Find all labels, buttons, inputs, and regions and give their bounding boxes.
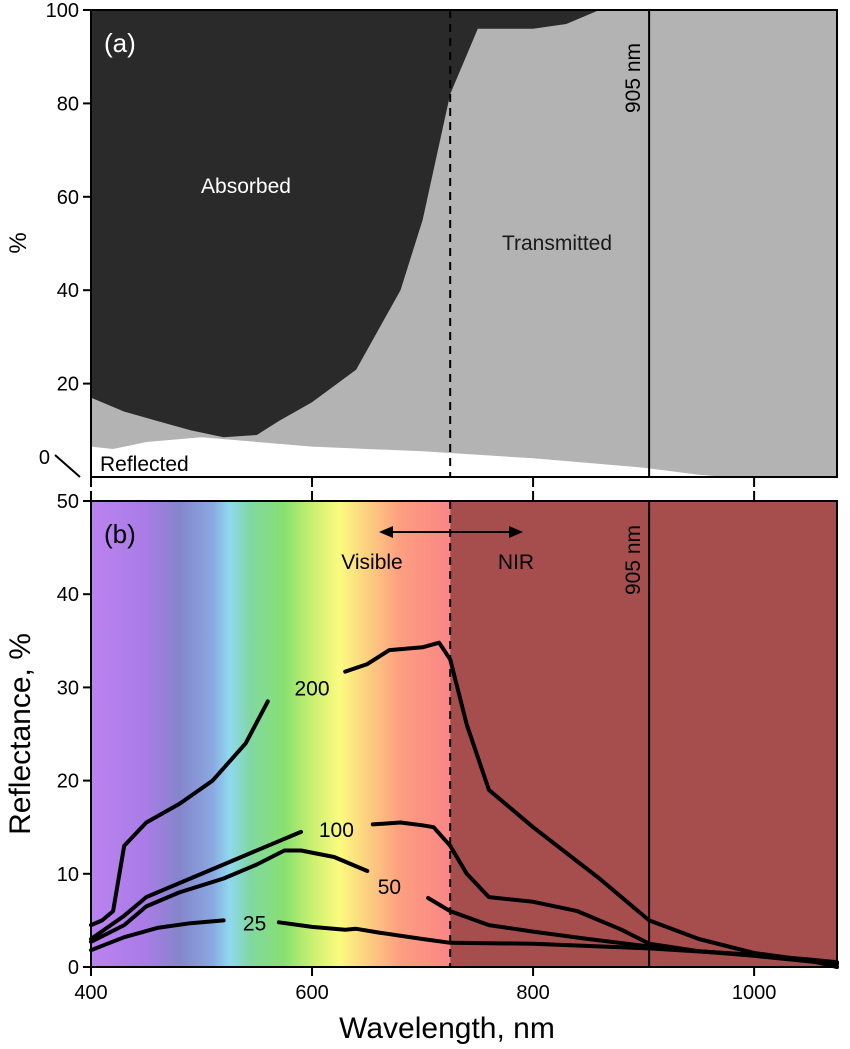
- panel-b-label: (b): [104, 519, 136, 549]
- visible-label: Visible: [341, 551, 402, 574]
- y-tick-label: 100: [46, 0, 79, 22]
- panel-b-x-axis: 400 600 800 1000: [74, 967, 776, 1004]
- panel-b-y-axis: 0 10 20 30 40 50: [57, 491, 91, 979]
- reflected-label: Reflected: [100, 453, 189, 476]
- panel-b-905nm-label: 905 nm: [622, 525, 645, 595]
- y-tick-label: 80: [57, 93, 79, 115]
- panel-a-label: (a): [104, 28, 136, 58]
- panel-a-y-axis: 0 20 40 60 80 100: [39, 0, 756, 501]
- curve-200-segment-1: [89, 699, 270, 928]
- panel-a-frame: [90, 9, 838, 478]
- curve-labels: 200 100 50 25: [243, 677, 401, 935]
- transmitted-area: [91, 10, 837, 477]
- y-tick-label: 20: [57, 374, 79, 396]
- absorbed-label: Absorbed: [201, 175, 291, 198]
- reflectance-curves: [89, 640, 839, 969]
- x-axis-title: Wavelength, nm: [339, 1012, 555, 1045]
- curve-label-100: 100: [319, 819, 354, 842]
- panel-a-zero-leader: [54, 454, 81, 478]
- arrow-head-right: [509, 526, 523, 538]
- panel-b-frame: [90, 500, 838, 968]
- y-tick-label: 10: [57, 864, 79, 886]
- curve-100-segment-1: [89, 829, 303, 941]
- y-tick-label: 60: [57, 187, 79, 209]
- panel-a-y-axis-title: %: [5, 232, 32, 253]
- visible-nir-arrow: [379, 526, 523, 538]
- arrow-head-left: [379, 526, 393, 538]
- y-tick-label: 0: [39, 447, 50, 469]
- curve-label-50: 50: [378, 876, 401, 899]
- curve-200-segment-2: [343, 640, 839, 969]
- y-tick-label: 20: [57, 771, 79, 793]
- panel-a-905nm-label: 905 nm: [622, 43, 645, 113]
- x-tick-label: 800: [516, 982, 549, 1004]
- y-tick-label: 30: [57, 677, 79, 699]
- y-tick-label: 40: [57, 584, 79, 606]
- x-tick-label: 600: [295, 982, 328, 1004]
- y-tick-label: 0: [68, 957, 79, 979]
- curve-label-25: 25: [243, 912, 266, 935]
- y-tick-label: 40: [57, 280, 79, 302]
- curve-50-segment-1: [89, 848, 370, 944]
- visible-spectrum-background: [91, 501, 451, 967]
- nir-background: [450, 501, 837, 967]
- y-tick-label: 50: [57, 491, 79, 513]
- curve-25-segment-2: [276, 920, 812, 963]
- nir-label: NIR: [498, 551, 534, 574]
- curve-label-200: 200: [294, 677, 329, 700]
- x-tick-label: 400: [74, 982, 107, 1004]
- panel-b-y-axis-title: Reflectance, %: [4, 633, 37, 835]
- reflected-area: [91, 437, 837, 477]
- panel-a: (a) Absorbed Transmitted Reflected 905 n…: [5, 0, 838, 501]
- x-tick-label: 1000: [732, 982, 777, 1004]
- transmitted-label: Transmitted: [502, 232, 612, 255]
- panel-b: (b) Visible NIR 905 nm 200 100 50 25 0 10 20 3…: [4, 491, 839, 1045]
- curve-25-segment-1: [89, 918, 226, 953]
